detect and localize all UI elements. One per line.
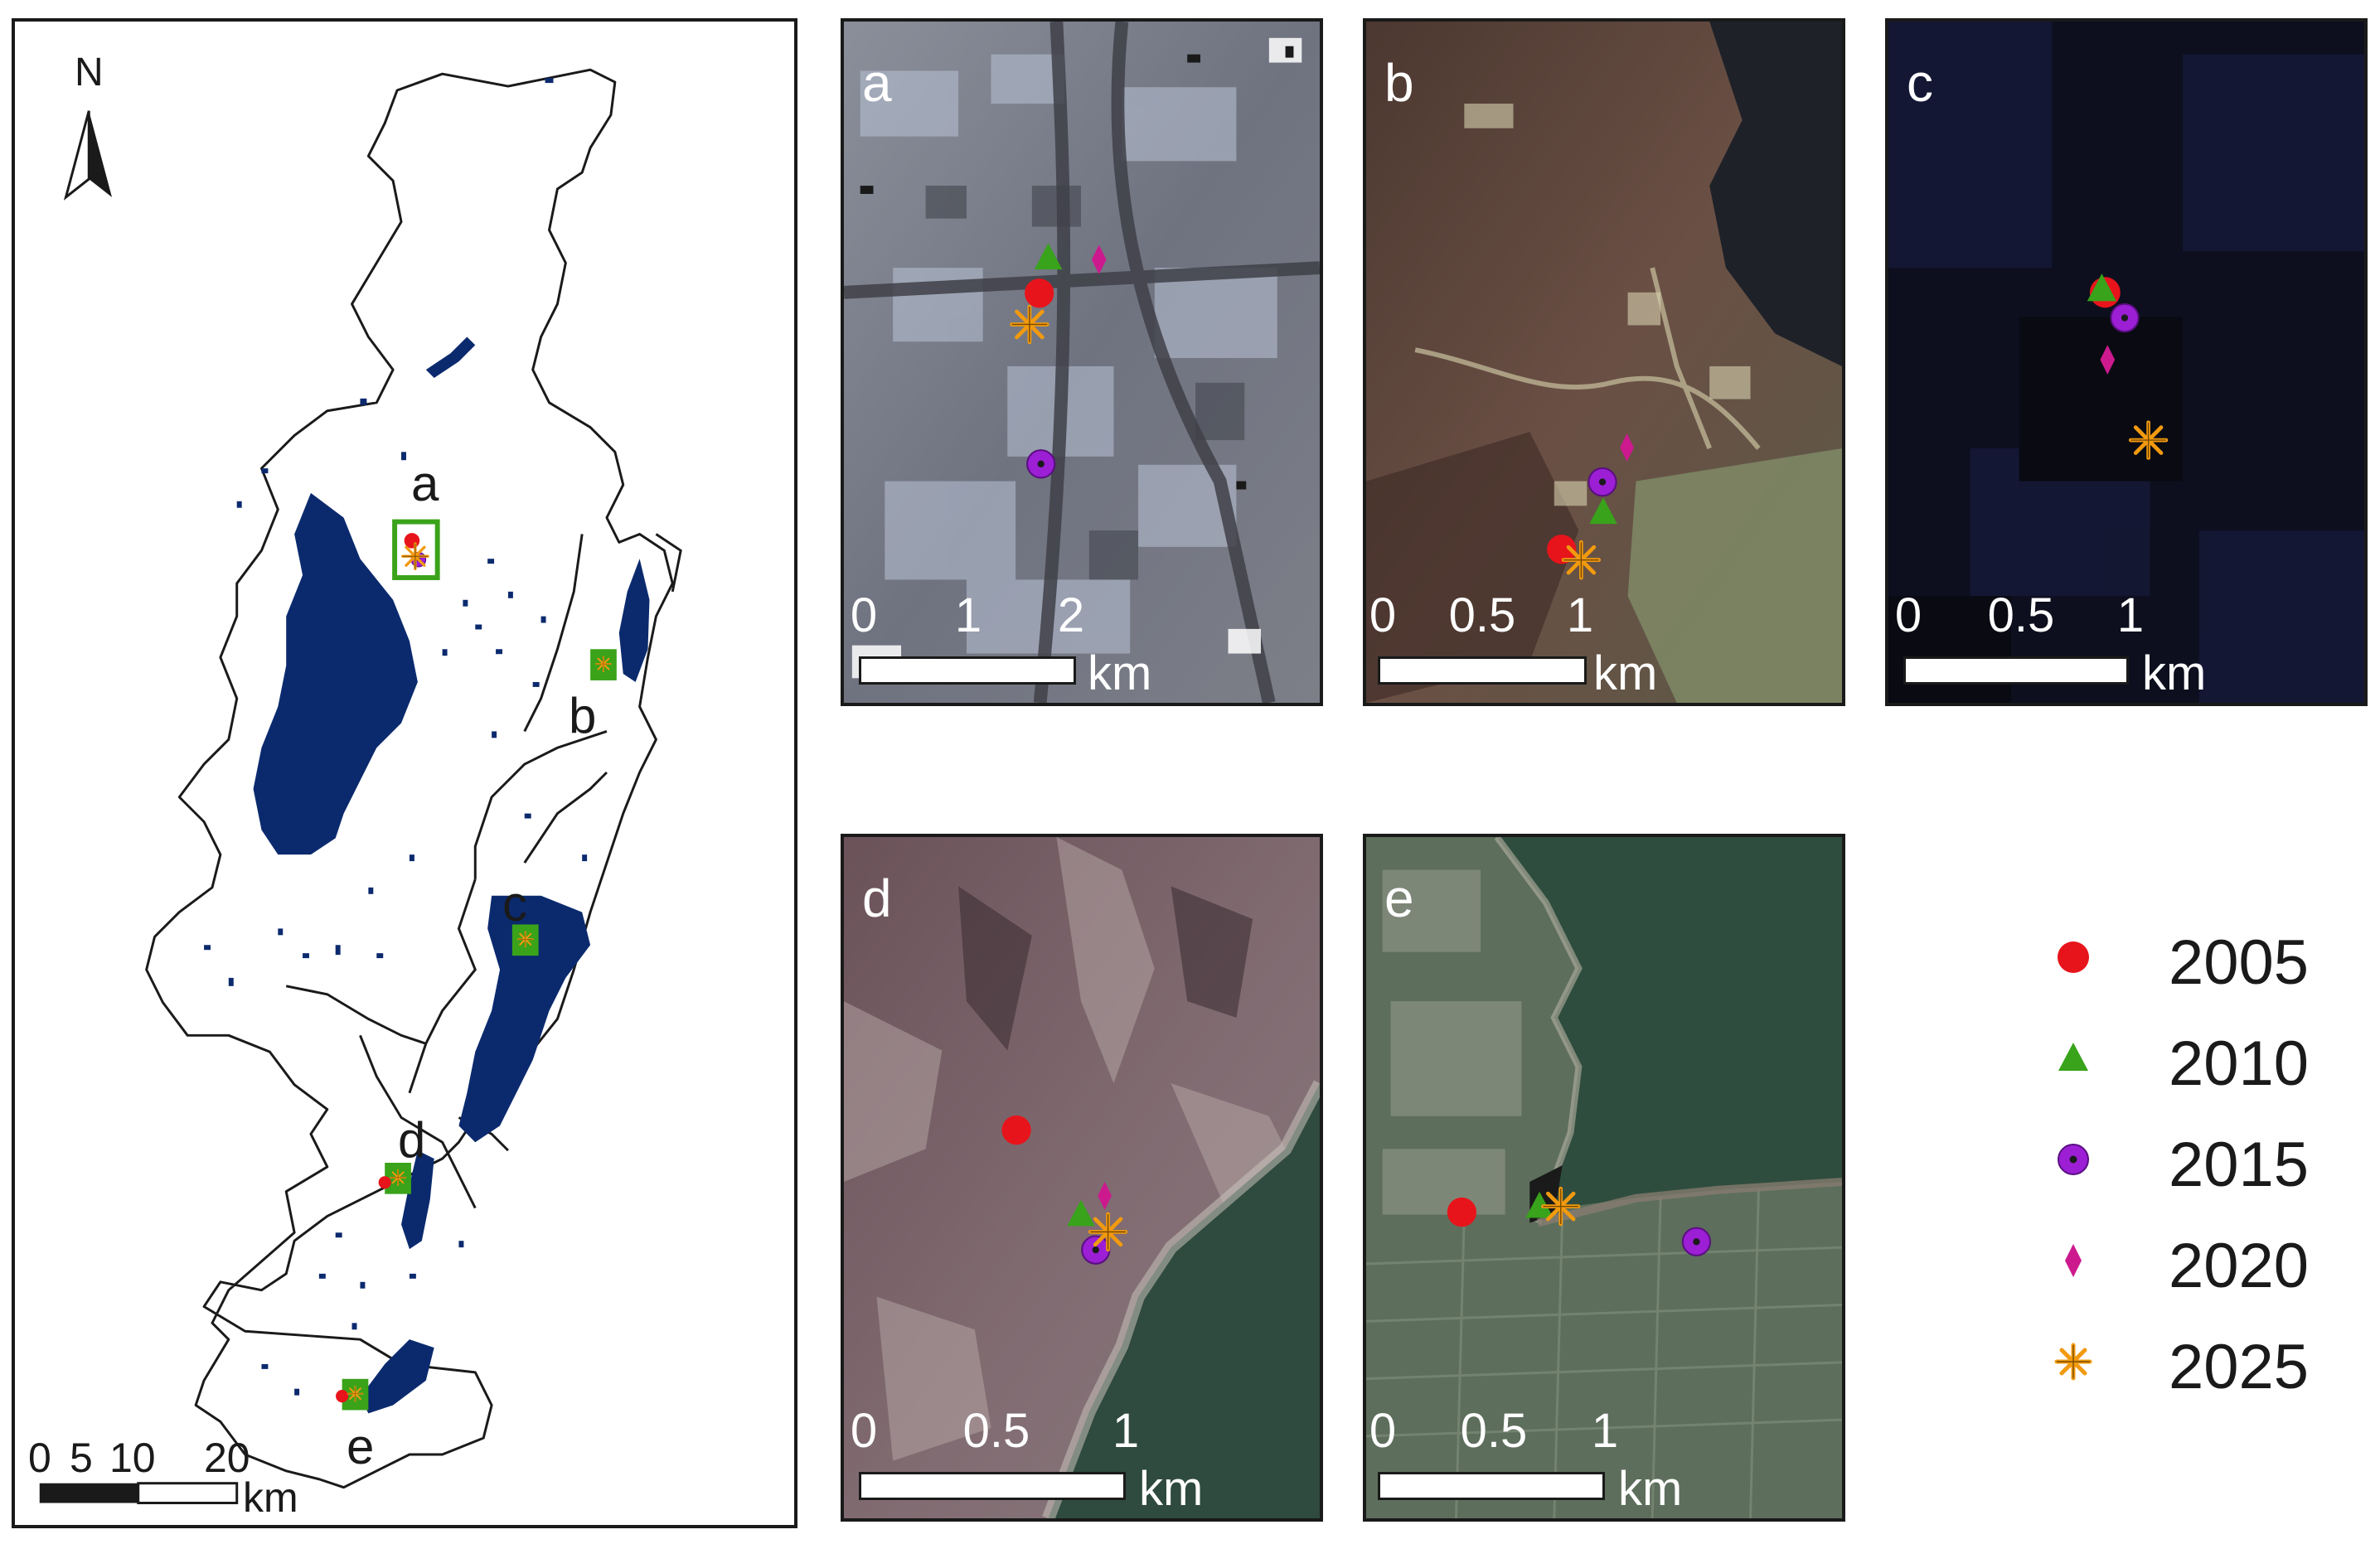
red-circle-icon — [2058, 941, 2089, 973]
scale-unit: km — [1593, 646, 1658, 700]
tick: 0.5 — [1460, 1404, 1528, 1458]
panel-e: e 0 0.5 1 km — [1363, 834, 1845, 1522]
site-label-b: b — [569, 688, 597, 743]
panel-label: e — [1384, 869, 1414, 928]
tick: 1 — [1566, 588, 1594, 642]
scale-tick-0: 0 — [28, 1435, 51, 1481]
scale-tick-20: 20 — [204, 1435, 250, 1481]
tick: 2 — [1057, 588, 1085, 642]
legend-item-2025: 2025 — [2036, 1324, 2334, 1402]
panel-b: b 0 0.5 1 km — [1363, 18, 1845, 706]
tick: 0 — [850, 588, 878, 642]
scale-ticks: 0 0.5 1 — [1366, 1404, 1842, 1458]
panel-label: b — [1384, 53, 1414, 113]
tick: 0 — [1369, 588, 1397, 642]
legend-year: 2015 — [2169, 1130, 2310, 1200]
legend-item-2005: 2005 — [2036, 920, 2334, 998]
legend-year: 2020 — [2169, 1231, 2310, 1301]
site-label-a: a — [411, 456, 439, 511]
scale-unit: km — [1088, 646, 1152, 700]
scale-unit: km — [1139, 1462, 1204, 1516]
tick: 0 — [850, 1404, 878, 1458]
panel-a: a 0 1 2 km — [841, 18, 1323, 706]
orange-asterisk-icon — [2054, 1343, 2092, 1381]
scale-bar — [859, 1472, 1126, 1500]
scale-bar — [1903, 656, 2129, 685]
site-label-e: e — [347, 1419, 375, 1474]
north-label: N — [75, 51, 104, 94]
magenta-diamond-icon — [2065, 1244, 2082, 1277]
scale-unit: km — [2142, 646, 2207, 700]
tick: 1 — [1112, 1404, 1140, 1458]
panel-label: c — [1907, 53, 1933, 113]
watershed-outline — [39, 68, 682, 1504]
legend-year: 2010 — [2169, 1029, 2310, 1099]
scale-ticks: 0 0.5 1 — [1888, 588, 2364, 642]
legend-item-2020: 2020 — [2036, 1223, 2334, 1301]
tick: 0 — [1894, 588, 1922, 642]
panel-label: d — [862, 869, 892, 928]
tick: 0.5 — [1448, 588, 1516, 642]
scale-bar — [1378, 1472, 1605, 1500]
scale-ticks: 0 0.5 1 — [1366, 588, 1842, 642]
overview-map: N a b c d e 0 5 10 20 km — [12, 18, 797, 1528]
site-label-d: d — [398, 1112, 426, 1168]
tick: 0.5 — [962, 1404, 1030, 1458]
panel-d: d 0 0.5 1 km — [841, 834, 1323, 1522]
scale-tick-10: 10 — [109, 1435, 156, 1481]
panel-label: a — [862, 53, 892, 113]
green-triangle-icon — [2058, 1043, 2088, 1071]
tick: 1 — [1591, 1404, 1619, 1458]
tick: 0.5 — [1987, 588, 2055, 642]
legend-item-2015: 2015 — [2036, 1122, 2334, 1200]
scale-tick-5: 5 — [70, 1435, 93, 1481]
scale-unit: km — [1618, 1462, 1683, 1516]
scale-ticks: 0 1 2 — [844, 588, 1320, 642]
scale-ticks: 0 0.5 1 — [844, 1404, 1320, 1458]
north-arrow-icon — [63, 110, 113, 201]
scale-bar — [1378, 656, 1587, 685]
scale-unit: km — [243, 1474, 298, 1521]
scale-bar — [859, 656, 1076, 685]
legend-item-2010: 2010 — [2036, 1021, 2334, 1099]
tick: 1 — [954, 588, 982, 642]
panel-c: c 0 0.5 1 km — [1885, 18, 2368, 706]
legend-year: 2025 — [2169, 1332, 2310, 1402]
tick: 1 — [2116, 588, 2145, 642]
purple-circle-dot-icon — [2058, 1144, 2089, 1175]
tick: 0 — [1369, 1404, 1397, 1458]
site-label-c: c — [502, 876, 527, 932]
legend-year: 2005 — [2169, 927, 2310, 998]
